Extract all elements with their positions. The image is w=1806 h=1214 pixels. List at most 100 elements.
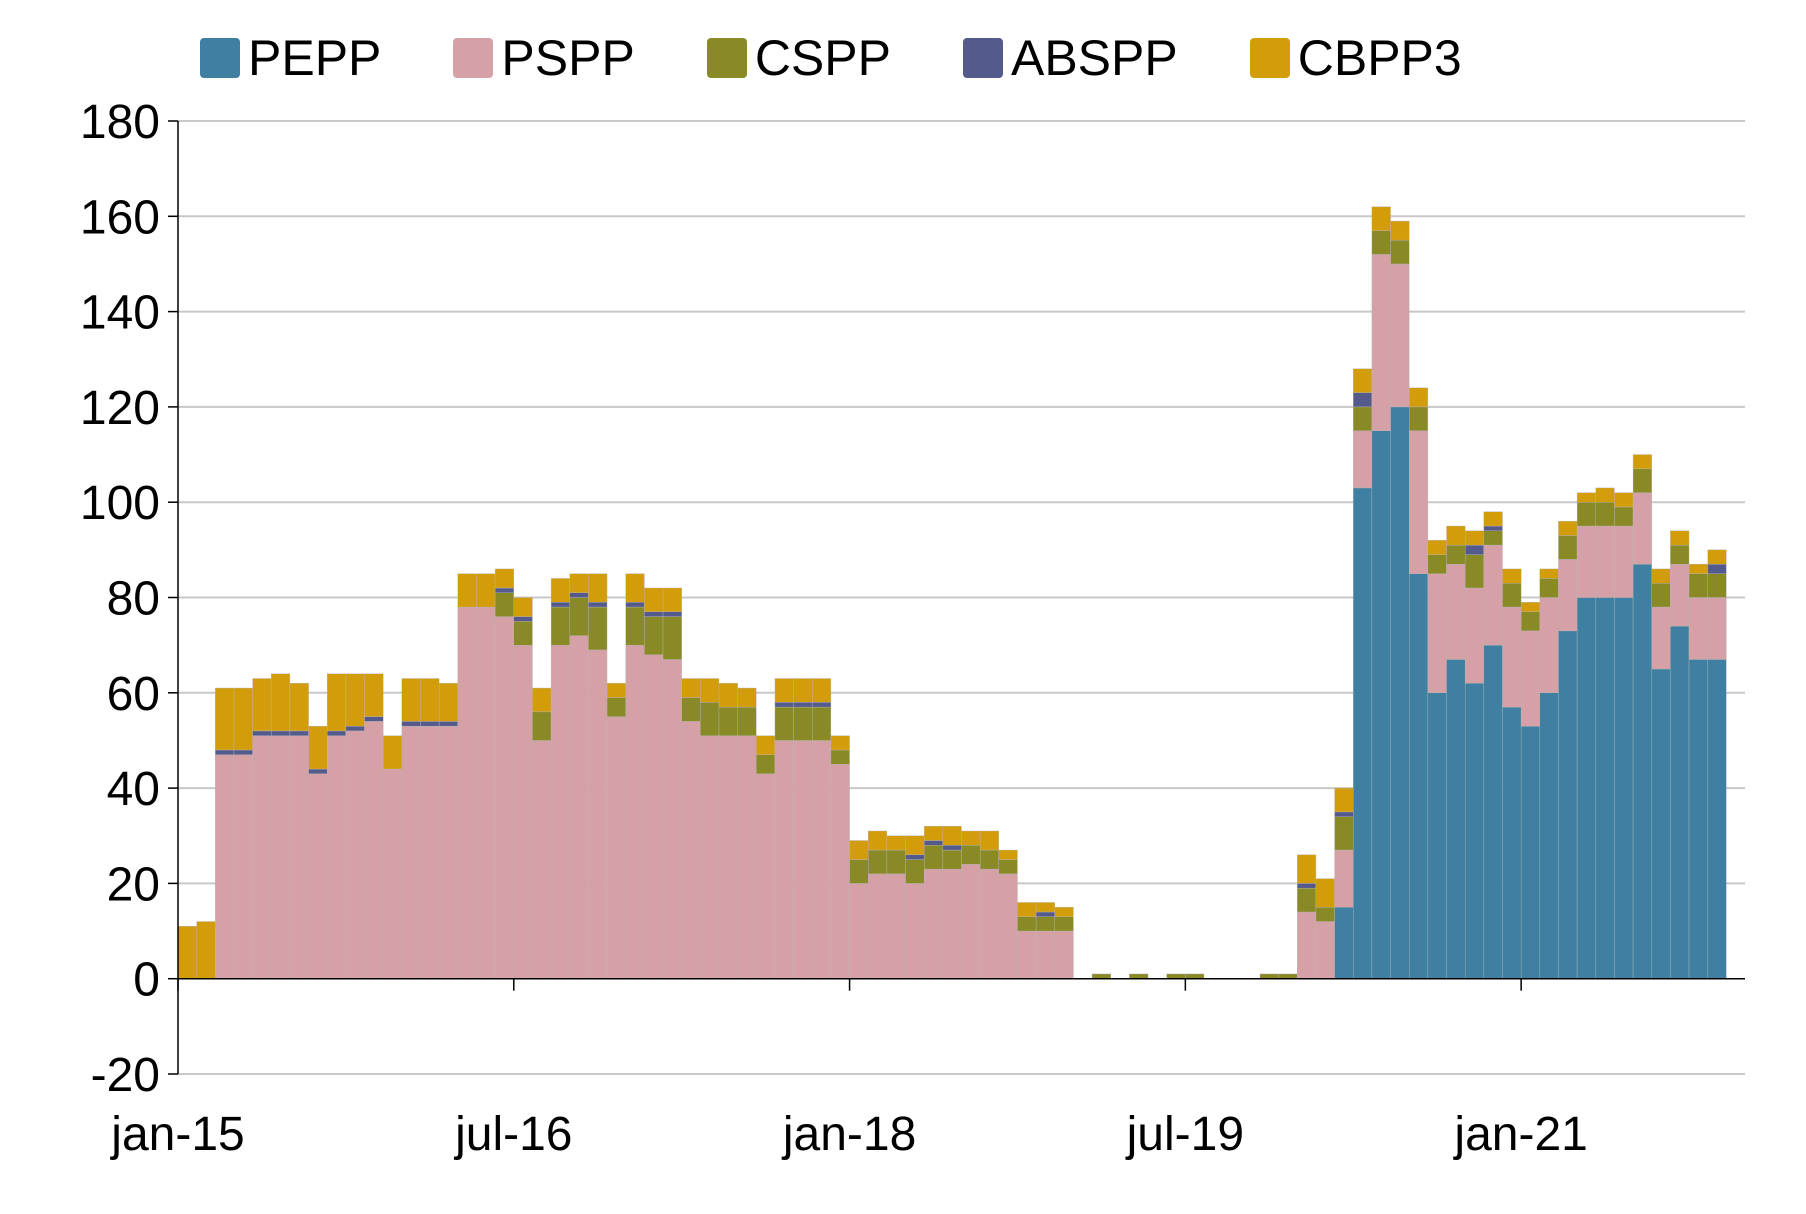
bar-segment-cbpp3 (1353, 368, 1373, 393)
x-tick-label: jan-21 (1452, 1108, 1587, 1161)
bar-segment-cspp (1017, 916, 1037, 932)
bar-segment-pspp (1502, 606, 1522, 708)
bar-segment-pspp (1017, 930, 1037, 979)
bar-segment-abspp (1464, 544, 1485, 555)
legend-item-pspp: PSPP (453, 30, 635, 86)
legend-swatch (453, 38, 494, 78)
bar-segment-pspp (1334, 849, 1354, 908)
bar-segment-cbpp3 (1595, 487, 1615, 503)
bar-segment-pspp (718, 735, 738, 979)
bar-segment-cbpp3 (1558, 521, 1578, 536)
y-tick-label: 140 (80, 287, 160, 340)
bar-segment-cbpp3 (1017, 902, 1037, 917)
bar-segment-cbpp3 (1520, 602, 1540, 612)
bar-segment-pspp (1353, 430, 1373, 489)
bar-segment-pspp (233, 754, 253, 979)
legend-label: ABSPP (1010, 30, 1178, 86)
bar-segment-cspp (700, 702, 720, 736)
bar-segment-pepp (1558, 630, 1578, 979)
bar-segment-cspp (1558, 535, 1578, 560)
bar-segment-cbpp3 (457, 573, 477, 608)
bar-segment-pspp (812, 740, 832, 979)
bar-segment-cspp (961, 845, 981, 865)
bar-segment-abspp (420, 721, 440, 727)
y-tick-label: 100 (80, 477, 160, 530)
bar-segment-abspp (662, 611, 682, 617)
bar-segment-cspp (1353, 406, 1373, 431)
bar-segment-pspp (550, 644, 570, 979)
bar-segment-cbpp3 (1464, 530, 1485, 546)
bar-segment-cbpp3 (1297, 854, 1317, 884)
bar-segment-cbpp3 (793, 678, 813, 703)
bar-segment-pspp (905, 883, 925, 979)
bar-segment-pspp (364, 721, 384, 979)
bar-segment-pepp (1371, 430, 1391, 979)
x-tick-label: jul-19 (1125, 1108, 1244, 1161)
bar-segment-pepp (1390, 406, 1410, 979)
bar-segment-abspp (364, 716, 384, 722)
bar-segment-cbpp3 (550, 578, 570, 603)
y-tick-label: 20 (107, 858, 160, 911)
bar-segment-cbpp3 (644, 587, 664, 612)
bar-segment-pspp (420, 725, 440, 979)
bar-segment-cbpp3 (774, 678, 794, 703)
bar-segment-cbpp3 (681, 678, 701, 698)
bar-segment-pspp (662, 659, 682, 979)
bar-segment-pspp (681, 721, 701, 979)
bar-segment-pspp (886, 873, 906, 979)
bar-segment-pspp (1670, 563, 1690, 627)
bar-segment-pspp (1483, 544, 1503, 646)
legend-swatch (962, 38, 1003, 78)
bar-segment-cspp (1334, 816, 1354, 851)
bar-segment-cbpp3 (942, 826, 962, 846)
bar-segment-cbpp3 (1614, 492, 1634, 508)
bar-segment-pepp (1688, 659, 1708, 979)
bar-segment-pspp (308, 773, 328, 979)
bar-segment-cbpp3 (812, 678, 832, 703)
bar-segment-pspp (1315, 921, 1335, 979)
bar-segment-pepp (1502, 706, 1522, 979)
bar-segment-pspp (271, 735, 291, 979)
bar-segment-pepp (1464, 683, 1485, 979)
bar-segment-cbpp3 (364, 673, 384, 717)
bar-segment-pspp (1409, 430, 1429, 574)
legend-label: CSPP (754, 30, 891, 86)
bar-segment-pspp (1390, 263, 1410, 408)
bar-segment-pepp (1446, 659, 1466, 979)
bar-segment-cspp (1315, 907, 1335, 922)
legend-swatch (706, 38, 747, 78)
bar-segment-pspp (1464, 587, 1485, 684)
bar-segment-cbpp3 (308, 725, 328, 770)
bar-segment-pspp (1427, 573, 1447, 693)
bar-segment-pspp (961, 864, 981, 979)
bar-segment-pspp (793, 740, 813, 979)
bar-segment-cbpp3 (737, 687, 757, 708)
bar-segment-cspp (1614, 506, 1634, 527)
bar-segment-cspp (718, 706, 738, 736)
bar-segment-cspp (1651, 583, 1671, 608)
x-tick-label: jul-16 (453, 1108, 572, 1161)
bar-segment-cspp (942, 849, 962, 870)
bar-segment-pspp (1595, 525, 1615, 598)
bar-segment-pspp (979, 868, 1000, 979)
bar-segment-cspp (998, 859, 1018, 875)
bar-segment-cbpp3 (1539, 568, 1559, 579)
bar-segment-cbpp3 (345, 673, 365, 727)
bar-segment-pepp (1520, 725, 1540, 979)
bar-segment-pspp (588, 649, 608, 979)
bar-segment-cspp (1054, 916, 1074, 932)
bar-segment-abspp (345, 725, 365, 732)
legend-item-abspp: ABSPP (962, 30, 1178, 86)
bar-segment-abspp (438, 721, 459, 727)
bar-segment-pspp (625, 644, 645, 979)
bar-segment-cbpp3 (1632, 454, 1652, 470)
bar-segment-cspp (812, 706, 832, 741)
bar-segment-abspp (233, 749, 253, 755)
bar-segment-cspp (1502, 583, 1522, 608)
bar-segment-abspp (494, 587, 514, 593)
bar-segment-cbpp3 (1315, 878, 1335, 908)
bar-segment-cbpp3 (438, 683, 459, 722)
bar-segment-cbpp3 (1576, 492, 1596, 503)
bar-segment-cspp (1539, 578, 1559, 598)
bar-segment-cspp (756, 754, 776, 775)
